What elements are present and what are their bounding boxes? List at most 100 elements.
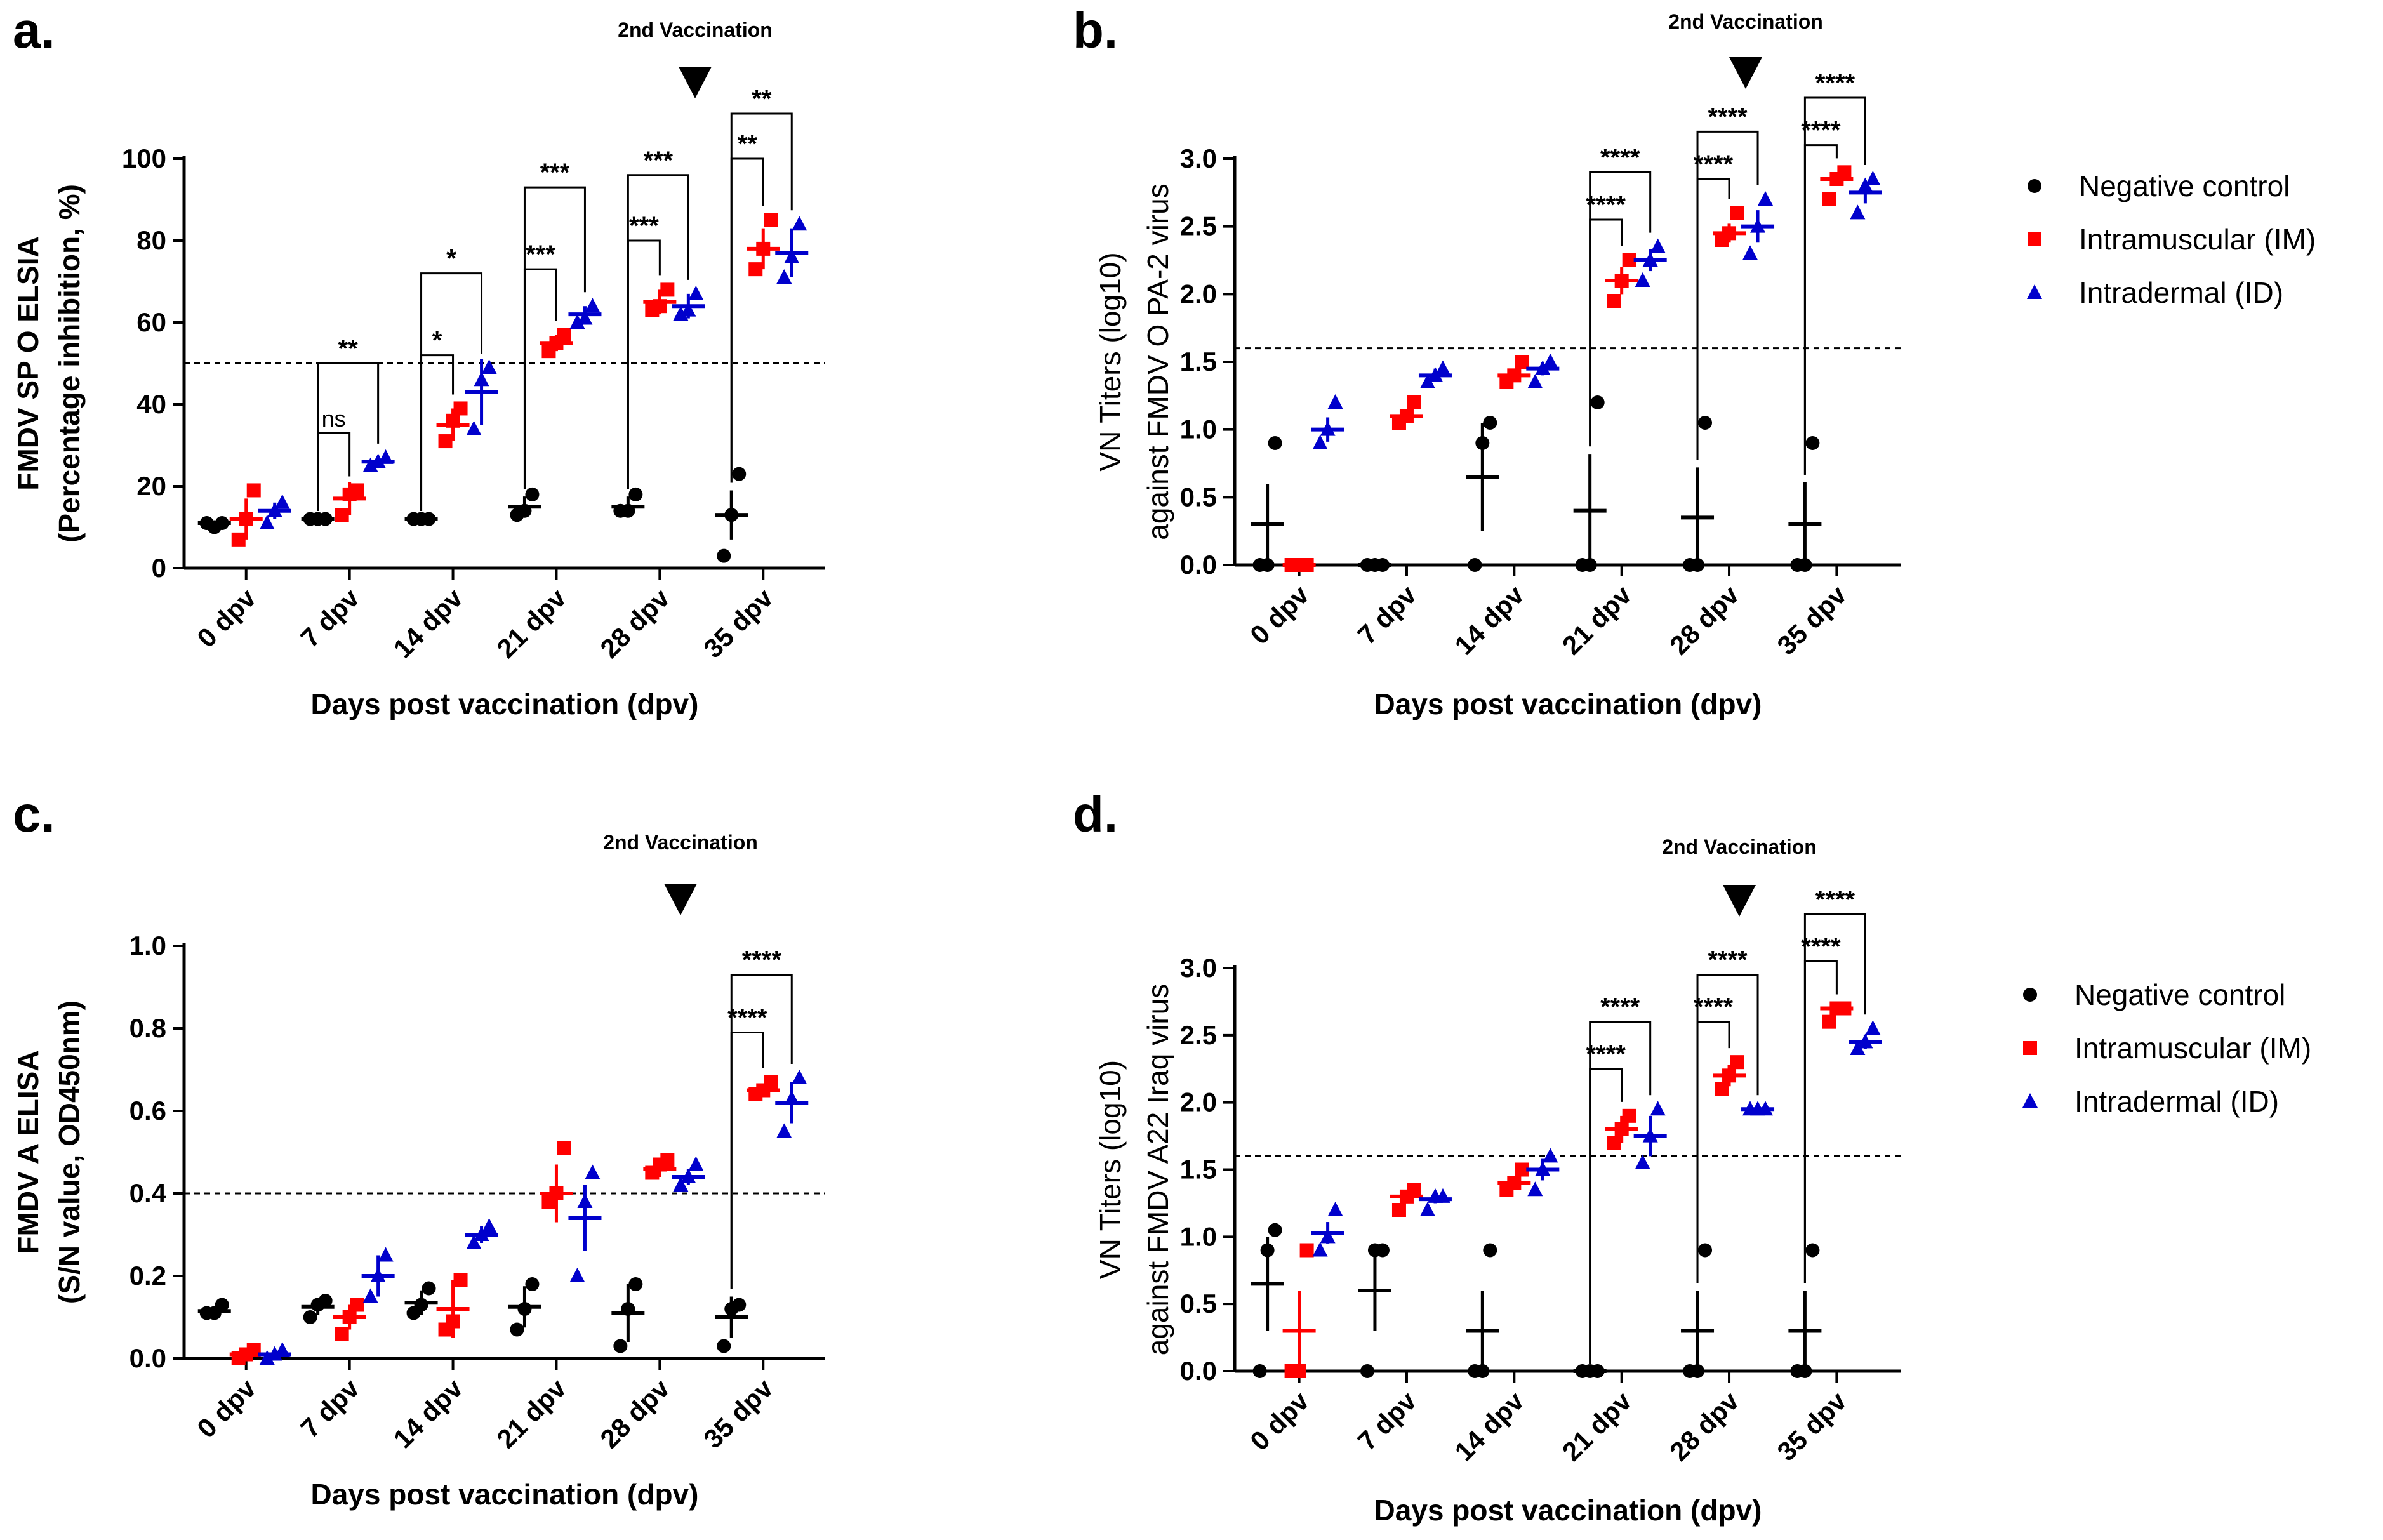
data-point <box>1483 416 1497 430</box>
data-point <box>717 548 731 563</box>
x-tick-label: 28 dpv <box>594 583 675 664</box>
significance-label: *** <box>644 147 674 175</box>
data-point <box>1583 558 1597 572</box>
data-point <box>215 1298 229 1312</box>
data-point <box>1435 1188 1450 1203</box>
data-point <box>724 508 739 522</box>
y-tick-label: 40 <box>136 389 166 419</box>
vaccination-label: 2nd Vaccination <box>603 831 758 854</box>
data-point <box>1642 252 1658 267</box>
data-point <box>215 516 229 531</box>
vaccination-label: 2nd Vaccination <box>1668 10 1823 33</box>
data-point <box>1798 1364 1812 1378</box>
significance-label: **** <box>1815 886 1855 913</box>
panel-letter: d. <box>1073 786 1118 842</box>
significance-bracket: **** <box>1696 946 1759 1283</box>
data-point <box>673 1177 689 1192</box>
data-point <box>517 1302 532 1316</box>
data-point <box>1320 1228 1336 1244</box>
x-tick-label: 7 dpv <box>1352 580 1423 650</box>
legend: Negative control Intramuscular (IM) Intrad… <box>2022 978 2311 1118</box>
data-point <box>1798 558 1812 572</box>
data-point <box>1475 1364 1490 1378</box>
data-point <box>259 1350 275 1365</box>
y-axis-label-1: FMDV A ELISA <box>11 1050 44 1254</box>
y-tick-label: 2.5 <box>1180 1020 1217 1050</box>
data-point <box>1622 253 1636 267</box>
data-point <box>378 449 394 464</box>
data-point <box>1590 395 1605 409</box>
data-point <box>557 328 571 342</box>
data-point <box>1742 245 1758 260</box>
y-tick-label: 1.5 <box>1180 1155 1217 1185</box>
data-point <box>717 1339 731 1353</box>
data-point <box>414 1298 428 1312</box>
y-tick-label: 0.5 <box>1180 1289 1217 1318</box>
data-point <box>1292 1364 1306 1378</box>
data-point <box>613 1339 628 1353</box>
x-tick-label: 21 dpv <box>1557 580 1638 661</box>
data-point <box>1320 421 1336 436</box>
significance-label: **** <box>1801 117 1841 145</box>
data-point <box>335 1327 349 1341</box>
legend-square-icon <box>2028 232 2041 246</box>
data-point <box>549 1186 564 1200</box>
data-point <box>422 512 436 526</box>
bracket-line <box>730 112 793 483</box>
data-point <box>1822 1014 1836 1029</box>
legend-label: Intradermal (ID) <box>2074 1085 2279 1118</box>
y-tick-label: 0.0 <box>1180 550 1217 580</box>
panel-letter: a. <box>13 2 55 58</box>
series-id <box>258 1070 809 1365</box>
data-point <box>1312 1242 1328 1257</box>
data-point <box>1268 436 1282 450</box>
data-point <box>1299 558 1314 572</box>
data-point <box>303 1310 317 1324</box>
significance-label: ** <box>738 130 758 158</box>
data-point <box>466 420 482 435</box>
data-point <box>362 457 378 472</box>
significance-bracket: **** <box>1801 933 1841 1283</box>
y-axis-label-1: FMDV SP O ELSIA <box>11 236 44 490</box>
data-point <box>1590 1364 1605 1378</box>
bracket-line <box>1589 1021 1652 1364</box>
data-point <box>267 502 282 517</box>
data-point <box>1419 374 1435 388</box>
significance-bracket: *** <box>627 147 689 489</box>
bracket-line <box>1589 171 1652 447</box>
significance-label: **** <box>1815 69 1855 97</box>
data-point <box>764 213 778 227</box>
bracket-line <box>1589 218 1623 447</box>
significance-label: * <box>446 245 456 273</box>
data-point <box>1535 1161 1551 1176</box>
data-point <box>453 401 468 416</box>
data-point <box>453 1273 468 1287</box>
data-point <box>370 453 386 468</box>
data-point <box>1850 204 1866 220</box>
data-point <box>680 302 696 317</box>
data-point <box>246 483 261 498</box>
data-point <box>1722 226 1737 241</box>
x-tick-label: 14 dpv <box>388 1373 469 1454</box>
x-tick-label: 35 dpv <box>698 583 779 664</box>
data-point <box>1805 1243 1820 1258</box>
data-point <box>1715 1082 1729 1096</box>
data-point <box>466 1235 482 1249</box>
data-point <box>342 1310 357 1324</box>
y-tick-label: 0.2 <box>129 1261 166 1291</box>
data-point <box>1722 1068 1737 1083</box>
x-axis-label: Days post vaccination (dpv) <box>311 687 699 720</box>
significance-bracket: **** <box>1586 191 1626 447</box>
data-point <box>362 1288 378 1303</box>
y-tick-label: 1.5 <box>1180 347 1217 376</box>
data-point <box>318 512 333 526</box>
significance-label: **** <box>1694 150 1734 178</box>
significance-label: * <box>432 327 442 355</box>
data-point <box>1260 558 1275 572</box>
data-point <box>688 1156 704 1171</box>
data-point <box>525 487 540 501</box>
legend-triangle-icon <box>2027 284 2042 299</box>
data-point <box>1642 1127 1658 1143</box>
x-tick-label: 35 dpv <box>1771 580 1852 661</box>
significance-bracket: ns <box>317 406 351 511</box>
